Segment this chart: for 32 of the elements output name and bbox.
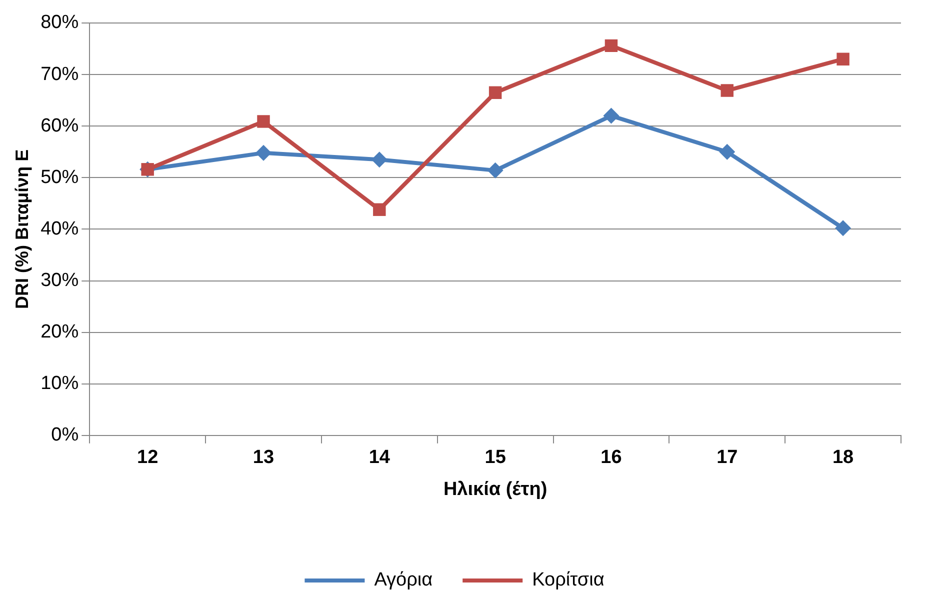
x-tick-label: 16 [600,447,622,468]
point [720,84,734,97]
y-tick-label: 80% [40,12,79,34]
point [373,203,386,216]
y-tick-label: 70% [40,64,79,85]
y-tick-label: 40% [40,218,79,240]
y-tick-label: 60% [40,115,79,136]
y-tick-label: 10% [40,373,79,394]
point [719,144,736,160]
y-tick-label: 30% [40,270,79,291]
x-tick-label: 17 [716,447,738,468]
point [488,86,502,99]
x-tick-label: 14 [368,447,390,468]
point [255,144,272,161]
legend-label: Κορίτσια [532,570,604,591]
x-tick-label: 15 [484,447,506,468]
point [603,108,620,124]
point [836,52,850,66]
point [257,115,270,128]
point [604,39,618,52]
x-tick-label: 13 [252,447,274,468]
point [835,220,852,236]
legend-label: Αγόρια [374,570,433,591]
x-tick-label: 12 [137,447,158,468]
y-tick-label: 50% [40,166,79,188]
point [371,152,388,168]
y-tick-label: 20% [40,322,79,343]
x-tick-label: 18 [832,447,854,468]
point [487,162,504,178]
y-tick-label: 0% [51,424,79,446]
y-axis-title: DRI (%) Βιταμίνη E [12,149,32,310]
x-axis-title: Ηλικία (έτη) [443,478,548,500]
